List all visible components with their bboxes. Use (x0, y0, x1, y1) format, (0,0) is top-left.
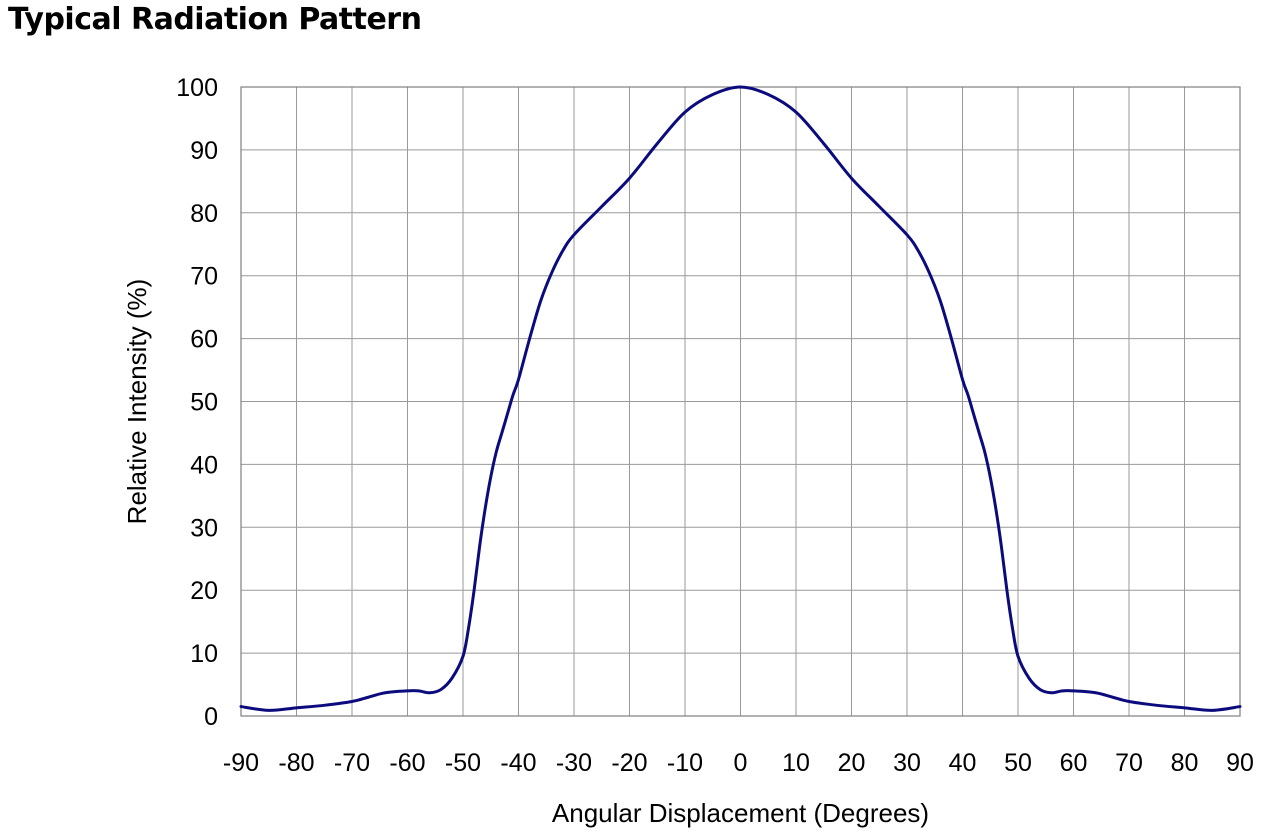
y-tick-label: 60 (190, 326, 218, 354)
x-axis-title: Angular Displacement (Degrees) (552, 798, 929, 828)
x-tick-label: 40 (949, 749, 977, 777)
x-tick-label: -50 (445, 749, 481, 777)
y-tick-label: 30 (190, 514, 218, 542)
y-tick-label: 20 (190, 577, 218, 605)
x-tick-label: 0 (734, 749, 748, 777)
x-tick-label: 90 (1226, 749, 1254, 777)
x-axis-tick-labels: -90 -80 -70 -60 -50 -40 -30 -20 -10 0 10 20 30 40 50 60… (223, 749, 1254, 777)
x-tick-label: -80 (278, 749, 314, 777)
x-tick-label: 30 (893, 749, 921, 777)
x-tick-label: -10 (667, 749, 703, 777)
x-tick-label: 50 (1004, 749, 1032, 777)
x-tick-label: -90 (223, 749, 259, 777)
grid-lines (240, 86, 1241, 717)
x-tick-label: -30 (556, 749, 592, 777)
x-tick-label: 20 (838, 749, 866, 777)
y-tick-label: 80 (190, 200, 218, 228)
x-tick-label: 60 (1060, 749, 1088, 777)
y-tick-label: 90 (190, 137, 218, 165)
y-tick-label: 40 (190, 451, 218, 479)
y-tick-label: 70 (190, 263, 218, 291)
chart-title: Typical Radiation Pattern (8, 2, 422, 37)
intensity-curve (239, 85, 1242, 712)
x-tick-label: -20 (611, 749, 647, 777)
y-axis-title: Relative Intensity (%) (122, 279, 152, 525)
x-tick-label: -40 (500, 749, 536, 777)
x-tick-label: 10 (782, 749, 810, 777)
x-tick-label: 80 (1171, 749, 1199, 777)
x-tick-label: -70 (334, 749, 370, 777)
y-tick-label: 0 (204, 703, 218, 731)
x-tick-label: 70 (1115, 749, 1143, 777)
y-tick-label: 50 (190, 389, 218, 417)
y-tick-label: 10 (190, 640, 218, 668)
y-tick-label: 100 (176, 74, 218, 102)
y-axis-tick-labels: 0 10 20 30 40 50 60 70 80 90 100 (176, 74, 218, 731)
x-tick-label: -60 (389, 749, 425, 777)
